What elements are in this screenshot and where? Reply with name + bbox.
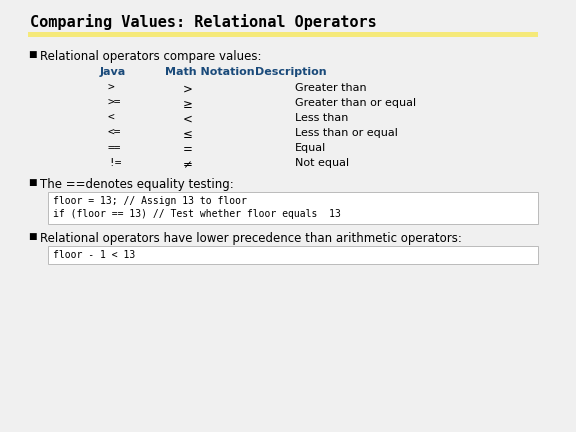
Text: <: <: [108, 113, 115, 123]
Text: >: >: [108, 83, 115, 93]
Text: if (floor == 13) // Test whether floor equals  13: if (floor == 13) // Test whether floor e…: [53, 209, 341, 219]
Text: The ==denotes equality testing:: The ==denotes equality testing:: [40, 178, 234, 191]
Text: Relational operators compare values:: Relational operators compare values:: [40, 50, 262, 63]
Text: Java: Java: [100, 67, 126, 77]
Text: Description: Description: [255, 67, 327, 77]
Text: Math Notation: Math Notation: [165, 67, 255, 77]
Text: <: <: [183, 113, 193, 126]
Text: >=: >=: [108, 98, 122, 108]
Text: ==: ==: [108, 143, 122, 153]
Text: =: =: [183, 143, 193, 156]
Text: floor - 1 < 13: floor - 1 < 13: [53, 250, 135, 260]
Text: floor = 13; // Assign 13 to floor: floor = 13; // Assign 13 to floor: [53, 196, 247, 206]
Text: ■: ■: [28, 232, 36, 241]
Text: >: >: [183, 83, 193, 96]
Text: ≤: ≤: [183, 128, 193, 141]
FancyBboxPatch shape: [28, 32, 538, 37]
FancyBboxPatch shape: [48, 192, 538, 224]
Text: <=: <=: [108, 128, 122, 138]
Text: !=: !=: [108, 158, 122, 168]
Text: Greater than: Greater than: [295, 83, 367, 93]
Text: Comparing Values: Relational Operators: Comparing Values: Relational Operators: [30, 14, 377, 30]
Text: Relational operators have lower precedence than arithmetic operators:: Relational operators have lower preceden…: [40, 232, 462, 245]
Text: ≥: ≥: [183, 98, 193, 111]
Text: Less than or equal: Less than or equal: [295, 128, 398, 138]
Text: ■: ■: [28, 50, 36, 59]
FancyBboxPatch shape: [48, 246, 538, 264]
Text: Equal: Equal: [295, 143, 326, 153]
Text: Greater than or equal: Greater than or equal: [295, 98, 416, 108]
Text: ≠: ≠: [183, 158, 193, 171]
Text: ■: ■: [28, 178, 36, 187]
Text: Not equal: Not equal: [295, 158, 349, 168]
Text: Less than: Less than: [295, 113, 348, 123]
